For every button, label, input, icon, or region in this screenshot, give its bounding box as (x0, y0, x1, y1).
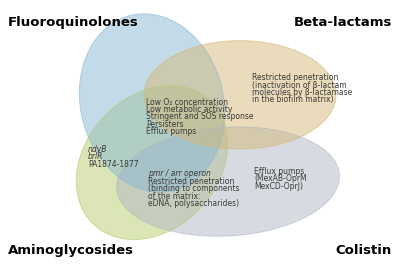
Text: Low metabolic activity: Low metabolic activity (146, 105, 232, 114)
Text: Persisters: Persisters (146, 120, 184, 129)
Text: Restricted penetration: Restricted penetration (252, 73, 338, 82)
Text: MexCD-OprJ): MexCD-OprJ) (254, 182, 303, 191)
Text: Colistin: Colistin (336, 244, 392, 257)
Text: (MexAB-OprM: (MexAB-OprM (254, 174, 307, 183)
Text: Efflux pumps: Efflux pumps (254, 167, 304, 176)
Text: Beta-lactams: Beta-lactams (294, 16, 392, 29)
Text: in the biofilm matrix): in the biofilm matrix) (252, 95, 334, 104)
Text: Fluoroquinolones: Fluoroquinolones (8, 16, 139, 29)
Text: Low O₂ concentration: Low O₂ concentration (146, 98, 228, 107)
Ellipse shape (116, 127, 340, 236)
Text: (inactivation of β-lactam: (inactivation of β-lactam (252, 80, 347, 90)
Text: of the matrix:: of the matrix: (148, 192, 200, 201)
Text: ndvB: ndvB (88, 145, 108, 154)
Ellipse shape (79, 14, 225, 192)
Text: pmr / arr operon: pmr / arr operon (148, 169, 211, 178)
Text: Efflux pumps: Efflux pumps (146, 127, 196, 136)
Text: (binding to components: (binding to components (148, 184, 240, 193)
Text: brlR: brlR (88, 152, 103, 162)
Ellipse shape (144, 41, 336, 149)
Text: molecules by β-lactamase: molecules by β-lactamase (252, 88, 352, 97)
Text: Aminoglycosides: Aminoglycosides (8, 244, 134, 257)
Text: Restricted penetration: Restricted penetration (148, 177, 234, 186)
Text: PA1874-1877: PA1874-1877 (88, 160, 139, 169)
Text: eDNA, polysaccharides): eDNA, polysaccharides) (148, 199, 239, 208)
Ellipse shape (76, 86, 228, 240)
Text: Stringent and SOS response: Stringent and SOS response (146, 112, 254, 121)
